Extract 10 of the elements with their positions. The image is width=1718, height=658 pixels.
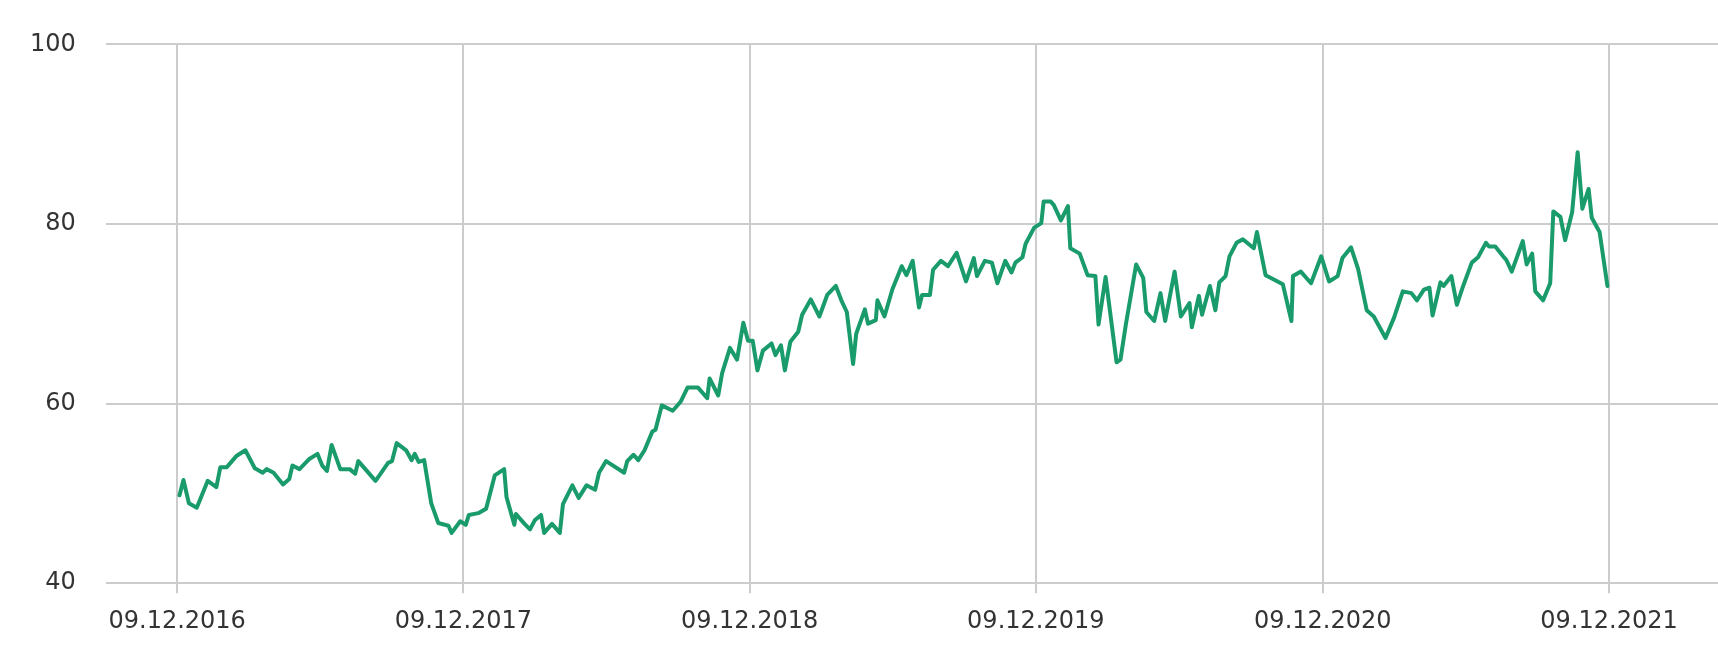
x-tick-label: 09.12.2021 (1540, 605, 1678, 634)
x-tick-label: 09.12.2016 (108, 605, 246, 634)
x-tick-label: 09.12.2020 (1254, 605, 1392, 634)
y-tick-label: 100 (30, 28, 76, 57)
y-tick-label: 60 (45, 387, 76, 416)
x-tick-label: 09.12.2019 (967, 605, 1105, 634)
x-tick-label: 09.12.2018 (680, 605, 819, 634)
x-tick-label: 09.12.2017 (394, 605, 533, 634)
y-tick-label: 80 (45, 208, 76, 237)
y-tick-label: 40 (45, 567, 76, 596)
